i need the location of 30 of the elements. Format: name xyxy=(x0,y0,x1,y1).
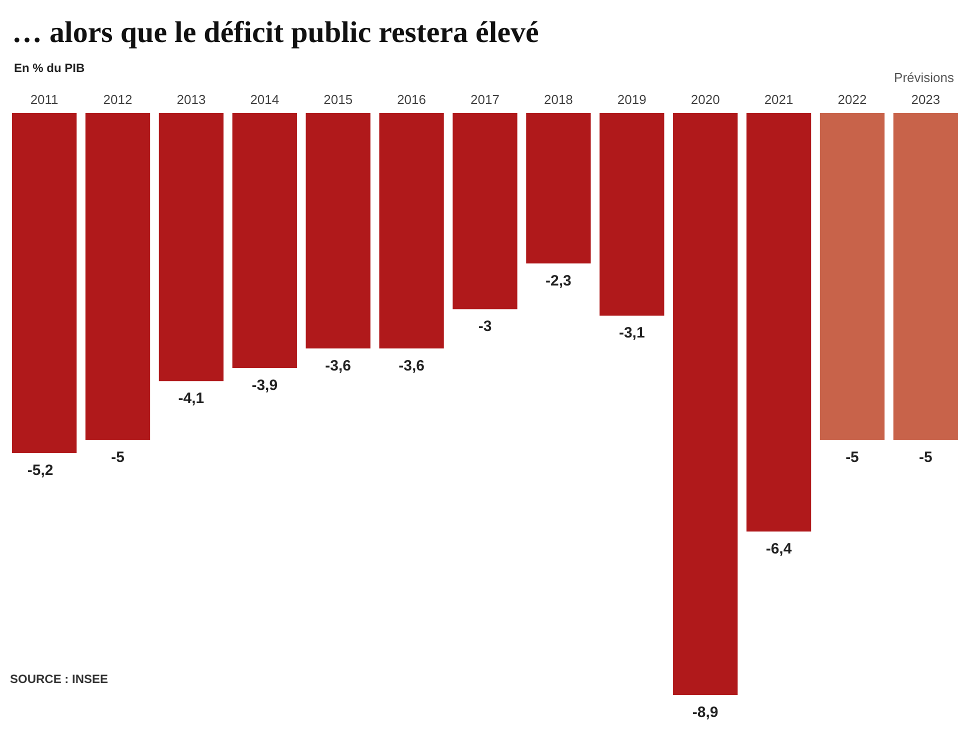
data-label: -5 xyxy=(919,448,932,466)
x-tick-label: 2011 xyxy=(30,92,58,107)
data-label: -5 xyxy=(111,448,124,466)
data-label: -4,1 xyxy=(178,390,204,408)
data-label: -3,6 xyxy=(325,357,352,374)
x-tick-label: 2023 xyxy=(911,92,940,107)
data-label: -6,4 xyxy=(766,540,792,558)
x-tick-label: 2019 xyxy=(617,92,646,107)
x-tick-label: 2022 xyxy=(838,92,867,107)
x-tick-label: 2018 xyxy=(544,92,573,107)
data-label: -5 xyxy=(846,448,859,466)
chart-title: … alors que le déficit public restera élevé xyxy=(12,16,539,49)
data-label: -5,2 xyxy=(27,462,54,480)
data-label: -3,9 xyxy=(252,377,278,394)
data-label: -3,1 xyxy=(618,324,645,342)
x-tick-label: 2016 xyxy=(397,92,426,107)
x-tick-label: 2021 xyxy=(764,92,794,107)
x-tick-label: 2013 xyxy=(176,92,206,107)
chart-subtitle: En % du PIB xyxy=(14,61,86,75)
x-tick-label: 2014 xyxy=(250,92,280,107)
data-label: -3,6 xyxy=(398,357,424,374)
data-label: -2,3 xyxy=(546,272,572,290)
x-tick-label: 2020 xyxy=(690,92,720,107)
annotation: SOURCE : INSEE xyxy=(10,672,108,686)
x-tick-label: 2017 xyxy=(470,92,500,107)
x-tick-label: 2012 xyxy=(103,92,132,107)
data-label: -8,9 xyxy=(692,704,718,721)
x-tick-label: 2015 xyxy=(324,92,353,107)
data-label: -3 xyxy=(478,318,492,336)
text: Prévisions xyxy=(894,70,954,85)
